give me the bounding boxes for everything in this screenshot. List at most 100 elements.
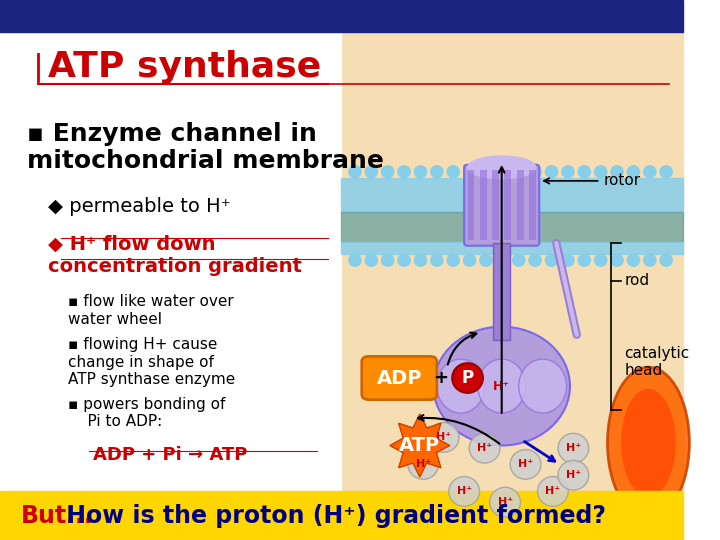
Bar (341, 178, 683, 212)
Ellipse shape (562, 254, 574, 266)
Ellipse shape (414, 166, 427, 178)
Ellipse shape (447, 254, 459, 266)
Ellipse shape (433, 327, 570, 446)
Ellipse shape (464, 166, 476, 178)
Ellipse shape (382, 254, 394, 266)
Text: ◆ permeable to H⁺: ◆ permeable to H⁺ (48, 197, 230, 216)
Text: But...: But... (20, 504, 93, 528)
Text: H⁺: H⁺ (415, 460, 431, 469)
Ellipse shape (608, 367, 689, 518)
Bar (0, 32, 341, 491)
Ellipse shape (428, 422, 459, 453)
Ellipse shape (513, 254, 525, 266)
Ellipse shape (490, 487, 521, 517)
Ellipse shape (365, 166, 377, 178)
Text: ▪ powers bonding of
    Pi to ADP:: ▪ powers bonding of Pi to ADP: (68, 397, 225, 429)
Text: H⁺: H⁺ (545, 487, 560, 496)
Bar (480, 170, 487, 240)
Ellipse shape (478, 359, 526, 413)
Ellipse shape (431, 166, 443, 178)
Bar (341, 242, 683, 254)
Ellipse shape (545, 254, 558, 266)
Ellipse shape (513, 166, 525, 178)
Text: H⁺: H⁺ (518, 460, 533, 469)
Ellipse shape (382, 166, 394, 178)
Ellipse shape (644, 254, 656, 266)
Text: rotor: rotor (604, 173, 642, 188)
Text: +: + (433, 369, 448, 387)
Bar (529, 170, 536, 240)
Ellipse shape (496, 254, 508, 266)
Bar (467, 170, 474, 240)
Bar (0, 491, 683, 540)
Ellipse shape (660, 166, 672, 178)
Ellipse shape (529, 166, 541, 178)
Ellipse shape (437, 359, 485, 413)
Ellipse shape (595, 254, 607, 266)
Bar (493, 243, 510, 340)
Bar (341, 212, 683, 242)
Text: ATP synthase: ATP synthase (48, 51, 321, 84)
Text: ATP: ATP (399, 436, 441, 455)
Text: H⁺: H⁺ (498, 497, 513, 507)
Ellipse shape (545, 166, 558, 178)
Ellipse shape (578, 254, 590, 266)
Ellipse shape (408, 449, 438, 480)
FancyBboxPatch shape (361, 356, 437, 400)
Ellipse shape (496, 166, 508, 178)
Ellipse shape (447, 166, 459, 178)
Ellipse shape (449, 476, 480, 507)
Ellipse shape (538, 476, 568, 507)
Bar (341, 32, 683, 491)
Ellipse shape (558, 433, 589, 463)
Ellipse shape (398, 166, 410, 178)
Text: ▪ flow like water over
water wheel: ▪ flow like water over water wheel (68, 294, 234, 327)
Bar (517, 170, 523, 240)
Ellipse shape (348, 254, 361, 266)
Text: H⁺: H⁺ (566, 470, 581, 480)
Ellipse shape (611, 166, 624, 178)
Text: ◆ H⁺ flow down
concentration gradient: ◆ H⁺ flow down concentration gradient (48, 235, 302, 276)
Ellipse shape (518, 359, 567, 413)
Ellipse shape (467, 156, 536, 179)
Ellipse shape (348, 166, 361, 178)
Text: H⁺: H⁺ (436, 433, 451, 442)
Ellipse shape (611, 254, 624, 266)
Ellipse shape (464, 254, 476, 266)
Ellipse shape (398, 254, 410, 266)
Ellipse shape (452, 363, 483, 393)
Text: H⁺: H⁺ (456, 487, 472, 496)
Ellipse shape (365, 254, 377, 266)
Text: ▪ flowing H+ cause
change in shape of
ATP synthase enzyme: ▪ flowing H+ cause change in shape of AT… (68, 338, 235, 387)
Text: How is the proton (H⁺) gradient formed?: How is the proton (H⁺) gradient formed? (58, 504, 606, 528)
Ellipse shape (510, 449, 541, 480)
Ellipse shape (558, 460, 589, 490)
Ellipse shape (562, 166, 574, 178)
Bar (492, 170, 499, 240)
Ellipse shape (480, 254, 492, 266)
FancyBboxPatch shape (464, 165, 539, 246)
Text: catalytic
head: catalytic head (624, 346, 690, 378)
Ellipse shape (578, 166, 590, 178)
Ellipse shape (644, 166, 656, 178)
Text: ADP + Pi → ATP: ADP + Pi → ATP (68, 446, 248, 463)
Text: ▪ Enzyme channel in
mitochondrial membrane: ▪ Enzyme channel in mitochondrial membra… (27, 122, 384, 173)
Text: ADP: ADP (377, 368, 422, 388)
Polygon shape (390, 414, 449, 477)
Ellipse shape (529, 254, 541, 266)
Text: P: P (462, 369, 474, 387)
Text: H⁺: H⁺ (493, 380, 510, 393)
Ellipse shape (627, 166, 639, 178)
Ellipse shape (414, 254, 427, 266)
Ellipse shape (469, 433, 500, 463)
Text: H⁺: H⁺ (566, 443, 581, 453)
Text: rod: rod (624, 273, 649, 288)
Ellipse shape (627, 254, 639, 266)
Ellipse shape (431, 254, 443, 266)
Ellipse shape (621, 389, 676, 497)
Ellipse shape (660, 254, 672, 266)
Ellipse shape (595, 166, 607, 178)
Ellipse shape (480, 166, 492, 178)
Bar (505, 170, 511, 240)
Text: H⁺: H⁺ (477, 443, 492, 453)
